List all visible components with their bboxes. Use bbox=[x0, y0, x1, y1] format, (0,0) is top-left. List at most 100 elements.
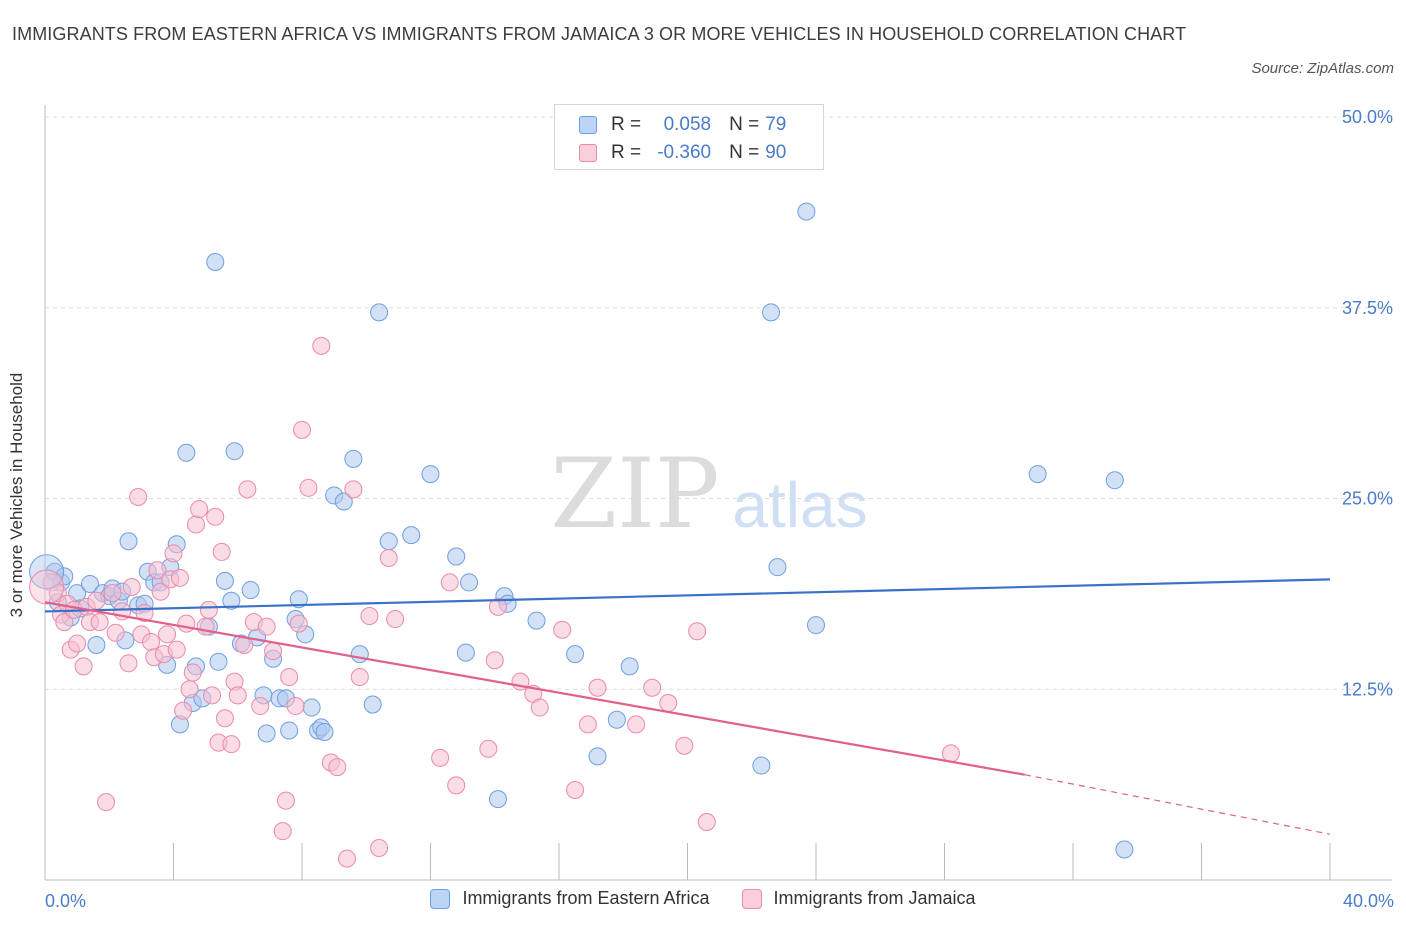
r-value: -0.360 bbox=[657, 142, 712, 163]
legend-swatch-eastern-africa bbox=[430, 888, 451, 909]
jamaica-point bbox=[177, 614, 196, 633]
y-tick-label: 25.0% bbox=[1342, 489, 1393, 509]
eastern-africa-point bbox=[215, 571, 234, 590]
legend-label-jamaica: Immigrants from Jamaica bbox=[773, 888, 976, 908]
jamaica-point bbox=[215, 709, 234, 728]
legend-swatch-jamaica bbox=[579, 144, 597, 162]
jamaica-point bbox=[289, 614, 308, 633]
jamaica-point bbox=[697, 813, 716, 832]
correlation-legend: R = 0.058 N = 79 R = -0.360 N = 90 bbox=[554, 104, 824, 170]
jamaica-point bbox=[222, 735, 241, 754]
jamaica-point bbox=[431, 748, 450, 767]
jamaica-point bbox=[370, 838, 389, 857]
jamaica-point bbox=[151, 582, 170, 601]
jamaica-point bbox=[293, 420, 311, 439]
jamaica-point bbox=[440, 573, 459, 592]
jamaica-point bbox=[142, 632, 161, 651]
eastern-africa-point bbox=[460, 573, 479, 592]
eastern-africa-point bbox=[1105, 471, 1124, 490]
watermark-atlas: atlas bbox=[732, 469, 867, 541]
chart-title: IMMIGRANTS FROM EASTERN AFRICA VS IMMIGR… bbox=[12, 24, 1187, 44]
jamaica-point bbox=[276, 791, 295, 810]
jamaica-point bbox=[203, 686, 222, 705]
n-label: N = bbox=[729, 114, 760, 135]
jamaica-point bbox=[578, 715, 597, 734]
eastern-africa-point bbox=[447, 547, 466, 566]
jamaica-point bbox=[228, 686, 247, 705]
jamaica-point bbox=[280, 668, 299, 687]
eastern-africa-point bbox=[1115, 840, 1134, 859]
jamaica-point bbox=[344, 480, 363, 499]
legend-item-jamaica[interactable]: Immigrants from Jamaica bbox=[741, 888, 976, 909]
x-axis-min-label: 0.0% bbox=[45, 891, 87, 911]
legend-swatch-eastern-africa bbox=[579, 116, 597, 134]
jamaica-point bbox=[350, 668, 369, 687]
jamaica-point bbox=[273, 822, 292, 841]
eastern-africa-point bbox=[1028, 465, 1047, 484]
n-value: 79 bbox=[765, 114, 787, 135]
eastern-africa-trendline bbox=[44, 578, 1331, 613]
jamaica-point bbox=[180, 680, 199, 699]
jamaica-trendline-extension bbox=[1024, 774, 1331, 835]
legend-label-eastern-africa: Immigrants from Eastern Africa bbox=[462, 888, 710, 908]
r-label: R = bbox=[611, 142, 642, 163]
eastern-africa-point bbox=[527, 611, 546, 630]
jamaica-point bbox=[74, 657, 93, 676]
jamaica-point bbox=[328, 758, 347, 777]
jamaica-point bbox=[659, 693, 678, 712]
legend-row-jamaica: R = -0.360 N = 90 bbox=[579, 139, 786, 167]
jamaica-point bbox=[206, 507, 225, 526]
eastern-africa-point bbox=[87, 635, 106, 654]
jamaica-point bbox=[530, 698, 549, 717]
jamaica-point bbox=[87, 591, 106, 610]
jamaica-point bbox=[97, 793, 116, 812]
eastern-africa-point bbox=[402, 526, 421, 545]
n-value: 90 bbox=[765, 142, 787, 163]
y-tick-label: 37.5% bbox=[1342, 298, 1393, 318]
jamaica-point bbox=[264, 642, 283, 661]
jamaica-point bbox=[386, 610, 405, 629]
jamaica-point bbox=[158, 625, 177, 644]
jamaica-point bbox=[360, 607, 379, 626]
eastern-africa-point bbox=[456, 643, 475, 662]
eastern-africa-point bbox=[620, 657, 639, 676]
jamaica-point bbox=[675, 736, 694, 755]
eastern-africa-point bbox=[315, 722, 334, 741]
legend-item-eastern-africa[interactable]: Immigrants from Eastern Africa bbox=[430, 888, 710, 909]
jamaica-point bbox=[479, 739, 498, 758]
eastern-africa-point bbox=[752, 756, 771, 775]
eastern-africa-point bbox=[379, 532, 398, 551]
eastern-africa-large-point bbox=[29, 554, 65, 590]
eastern-africa-point bbox=[209, 652, 228, 671]
watermark-zip: ZIP bbox=[550, 438, 719, 550]
jamaica-point bbox=[485, 651, 504, 670]
jamaica-point bbox=[941, 744, 960, 763]
eastern-africa-point bbox=[344, 449, 363, 468]
eastern-africa-point bbox=[80, 574, 99, 593]
eastern-africa-point bbox=[350, 645, 369, 664]
legend-swatch-jamaica bbox=[741, 888, 762, 909]
eastern-africa-point bbox=[119, 532, 138, 551]
jamaica-point bbox=[688, 622, 707, 641]
jamaica-point bbox=[588, 678, 607, 697]
jamaica-point bbox=[199, 600, 218, 619]
jamaica-point bbox=[174, 701, 193, 720]
eastern-africa-point bbox=[588, 747, 607, 766]
eastern-africa-point bbox=[768, 558, 787, 577]
jamaica-point bbox=[129, 487, 148, 506]
jamaica-point bbox=[488, 597, 507, 616]
eastern-africa-point bbox=[225, 442, 244, 461]
jamaica-point bbox=[627, 715, 646, 734]
eastern-africa-point bbox=[257, 724, 276, 743]
jamaica-point bbox=[257, 617, 276, 636]
eastern-africa-point bbox=[807, 616, 825, 635]
y-tick-label: 12.5% bbox=[1342, 679, 1393, 699]
r-label: R = bbox=[611, 114, 642, 135]
n-label: N = bbox=[729, 142, 760, 163]
jamaica-point bbox=[68, 634, 87, 653]
eastern-africa-point bbox=[363, 695, 382, 714]
eastern-africa-point bbox=[566, 645, 585, 664]
r-value: 0.058 bbox=[663, 114, 712, 135]
eastern-africa-point bbox=[607, 710, 626, 729]
jamaica-point bbox=[643, 678, 662, 697]
